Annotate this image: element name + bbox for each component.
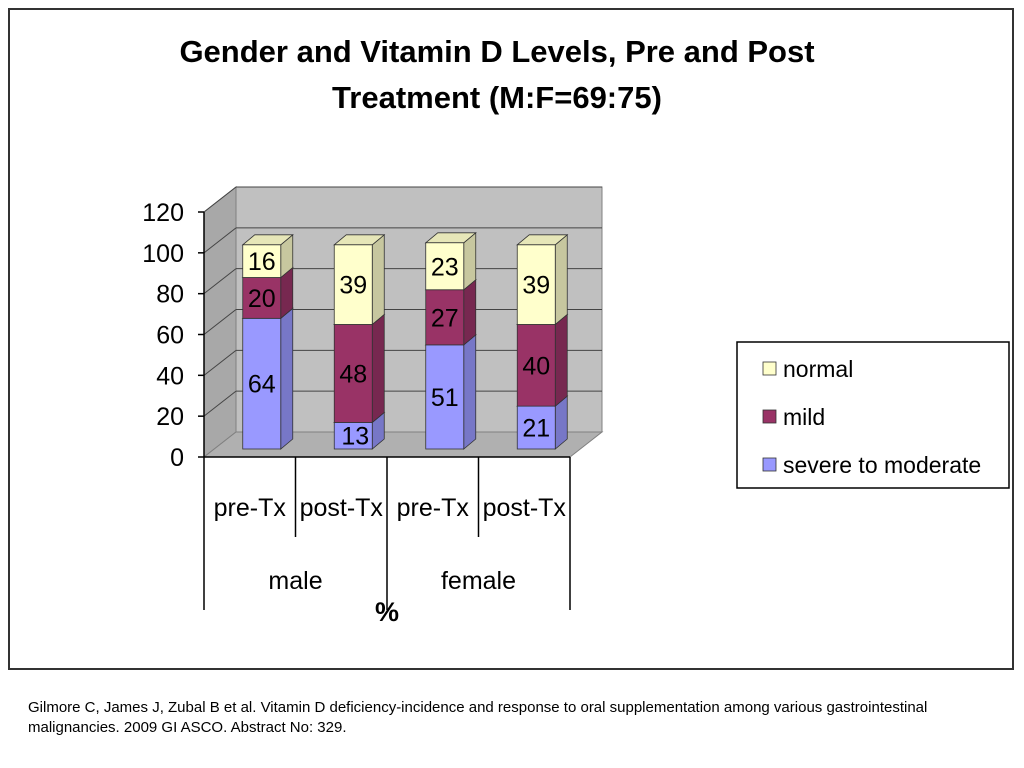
bar-side <box>463 334 477 450</box>
category-label: post-Tx <box>483 494 567 522</box>
gridline-side <box>203 309 237 335</box>
bar-side <box>371 233 385 326</box>
gridline-side <box>203 390 237 417</box>
category-label: pre-Tx <box>397 494 470 522</box>
legend-entry-label: normal <box>783 356 853 382</box>
bar-side <box>463 278 477 346</box>
data-label: 40 <box>522 352 550 380</box>
data-label: 48 <box>339 360 367 388</box>
chart-title-line-2: Treatment (M:F=69:75) <box>332 80 662 115</box>
bar-side <box>554 233 568 326</box>
bar-segment <box>424 231 477 291</box>
bar-front <box>425 289 465 346</box>
y-tick-label: 120 <box>142 199 184 227</box>
y-tick-label: 60 <box>156 322 184 350</box>
group-label: female <box>441 567 516 595</box>
data-label: 20 <box>248 285 276 313</box>
gridline-side <box>203 186 237 213</box>
bar-front <box>242 244 282 278</box>
bar-front <box>425 242 465 291</box>
data-label: 13 <box>341 423 369 451</box>
data-label: 23 <box>431 253 459 281</box>
legend-box <box>736 341 1010 489</box>
y-tick-label: 0 <box>170 444 184 472</box>
x-axis-label: % <box>375 597 399 627</box>
data-label: 16 <box>248 248 276 276</box>
data-label: 39 <box>522 272 550 300</box>
legend-swatch <box>762 361 777 376</box>
y-tick-label: 20 <box>156 403 184 431</box>
group-label: male <box>268 567 322 595</box>
legend-swatch <box>762 457 777 472</box>
legend-entry-label: mild <box>783 404 825 430</box>
chart: Gender and Vitamin D Levels, Pre and Pos… <box>142 34 1010 627</box>
legend-entry-label: severe to moderate <box>783 452 981 478</box>
citation-text: Gilmore C, James J, Zubal B et al. Vitam… <box>28 699 928 736</box>
category-label: pre-Tx <box>214 494 287 522</box>
y-tick-label: 40 <box>156 362 184 390</box>
data-label: 39 <box>339 272 367 300</box>
plot-background <box>202 185 604 459</box>
bar-front <box>333 422 373 450</box>
gridline-side <box>203 268 237 295</box>
bar-side <box>371 313 385 424</box>
bar-front <box>333 244 373 325</box>
bar-front <box>333 324 373 423</box>
category-label: post-Tx <box>300 494 384 522</box>
bar-front <box>516 244 556 325</box>
bar-front <box>516 405 556 450</box>
gridline-side <box>203 227 237 254</box>
legend-swatch <box>762 409 777 424</box>
bar-stack-area: 64 20 16 13 48 39 51 27 23 21 40 39 <box>241 231 569 451</box>
bar-front <box>242 317 282 450</box>
data-label: 21 <box>522 415 550 443</box>
bar-side <box>554 313 568 407</box>
x-axis-category-table: pre-Tx post-Tx pre-Tx post-Tx male female <box>203 456 571 610</box>
legend: normal mild severe to moderate <box>736 341 1010 489</box>
bar-segment <box>333 233 386 326</box>
data-label: 64 <box>248 371 276 399</box>
y-tick-label: 100 <box>142 240 184 268</box>
y-tick-label: 80 <box>156 281 184 309</box>
bar-segment <box>241 233 294 279</box>
y-axis: 0 20 40 60 80 100 120 <box>142 199 205 472</box>
chart-title-line-1: Gender and Vitamin D Levels, Pre and Pos… <box>179 34 814 69</box>
bar-front <box>516 324 556 407</box>
bar-side <box>280 307 294 450</box>
bar-front <box>242 277 282 319</box>
gridline-side <box>203 349 237 376</box>
bar-segment <box>516 233 569 326</box>
data-label: 27 <box>431 304 459 332</box>
data-label: 51 <box>431 384 459 412</box>
